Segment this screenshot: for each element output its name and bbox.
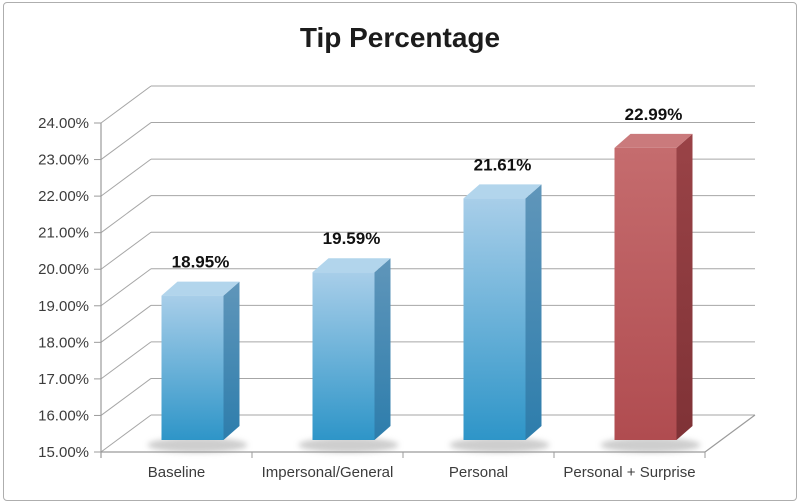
y-tick-label: 23.00% <box>38 152 89 169</box>
bar-side-face <box>223 281 240 440</box>
gridline-diagonal <box>100 304 152 343</box>
gridline-diagonal <box>100 85 152 124</box>
y-tick-label: 18.00% <box>38 334 89 351</box>
bar-side-face <box>374 258 391 440</box>
category-label: Baseline <box>148 464 206 481</box>
y-tick-label: 19.00% <box>38 298 89 315</box>
y-tick-label: 20.00% <box>38 261 89 278</box>
gridline-diagonal <box>100 231 152 270</box>
axes-layer <box>94 122 756 458</box>
bar-front-face <box>161 295 224 440</box>
y-tick-label: 22.00% <box>38 188 89 205</box>
gridline-diagonal <box>100 158 152 197</box>
bar-top-face <box>614 133 693 148</box>
y-tick-label: 16.00% <box>38 407 89 424</box>
bar-side-face <box>676 133 693 440</box>
value-label: 19.59% <box>323 229 381 248</box>
bar-top-face <box>312 258 391 273</box>
category-label: Personal <box>449 464 508 481</box>
bar-shadow <box>600 437 701 453</box>
gridline-diagonal <box>100 195 152 234</box>
bars-layer <box>147 133 701 453</box>
y-tick-label: 17.00% <box>38 371 89 388</box>
gridline-diagonal <box>100 122 152 160</box>
floor-right-edge <box>704 414 756 453</box>
category-label: Impersonal/General <box>262 464 394 481</box>
bar-front-face <box>312 272 375 440</box>
value-label: 22.99% <box>625 105 683 124</box>
y-tick-label: 24.00% <box>38 115 89 132</box>
bar-top-face <box>161 281 240 296</box>
bar-shadow <box>147 437 248 453</box>
y-tick-label: 15.00% <box>38 444 89 461</box>
value-label: 21.61% <box>474 155 532 174</box>
gridline-diagonal <box>100 268 152 307</box>
bar-shadow <box>449 437 550 453</box>
chart-title: Tip Percentage <box>299 22 501 53</box>
gridline-diagonal <box>100 341 152 380</box>
bar-shadow <box>298 437 399 453</box>
gridline-diagonal <box>100 378 152 416</box>
value-label: 18.95% <box>172 253 230 272</box>
bar-side-face <box>525 184 542 440</box>
labels-layer: 18.95% Baseline 19.59% Impersonal/General 21… <box>38 105 695 481</box>
bar-top-face <box>463 184 542 199</box>
category-label: Personal + Surprise <box>563 464 695 481</box>
bar-front-face <box>463 198 526 440</box>
y-tick-label: 21.00% <box>38 225 89 242</box>
bar-front-face <box>614 147 677 440</box>
gridline-diagonal <box>100 414 152 453</box>
